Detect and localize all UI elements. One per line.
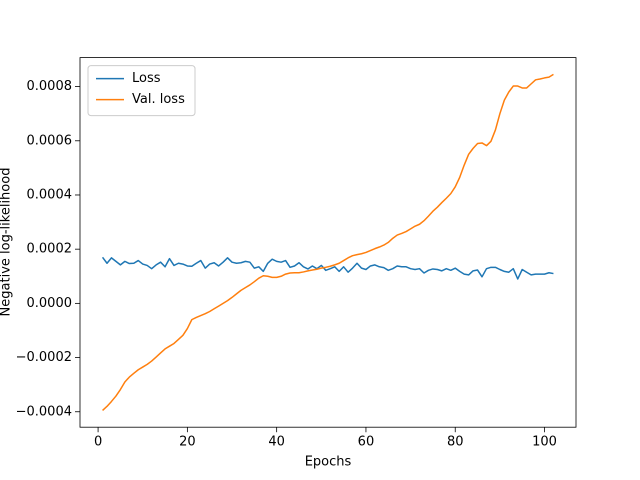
x-tick-label: 0	[94, 435, 102, 450]
legend-label: Loss	[132, 71, 161, 86]
y-tick-label: 0.0002	[27, 242, 73, 257]
series-line	[101, 256, 554, 280]
y-tick-label: 0.0004	[27, 187, 73, 202]
legend-label: Val. loss	[132, 92, 185, 107]
x-tick-label: 80	[447, 435, 464, 450]
axes-frame	[79, 57, 577, 428]
x-tick-label: 100	[532, 435, 557, 450]
y-tick-label: 0.0000	[27, 296, 73, 311]
series-line	[102, 73, 554, 411]
y-axis-label: Negative log-likelihood	[0, 168, 14, 317]
y-tick-label: 0.0006	[27, 133, 73, 148]
x-tick-label: 40	[268, 435, 285, 450]
y-tick-label: −0.0002	[16, 350, 72, 365]
x-tick-label: 20	[179, 435, 196, 450]
x-tick-label: 60	[358, 435, 375, 450]
y-tick-label: 0.0008	[27, 79, 73, 94]
y-tick-label: −0.0004	[16, 404, 72, 419]
x-axis-label: Epochs	[305, 455, 352, 470]
